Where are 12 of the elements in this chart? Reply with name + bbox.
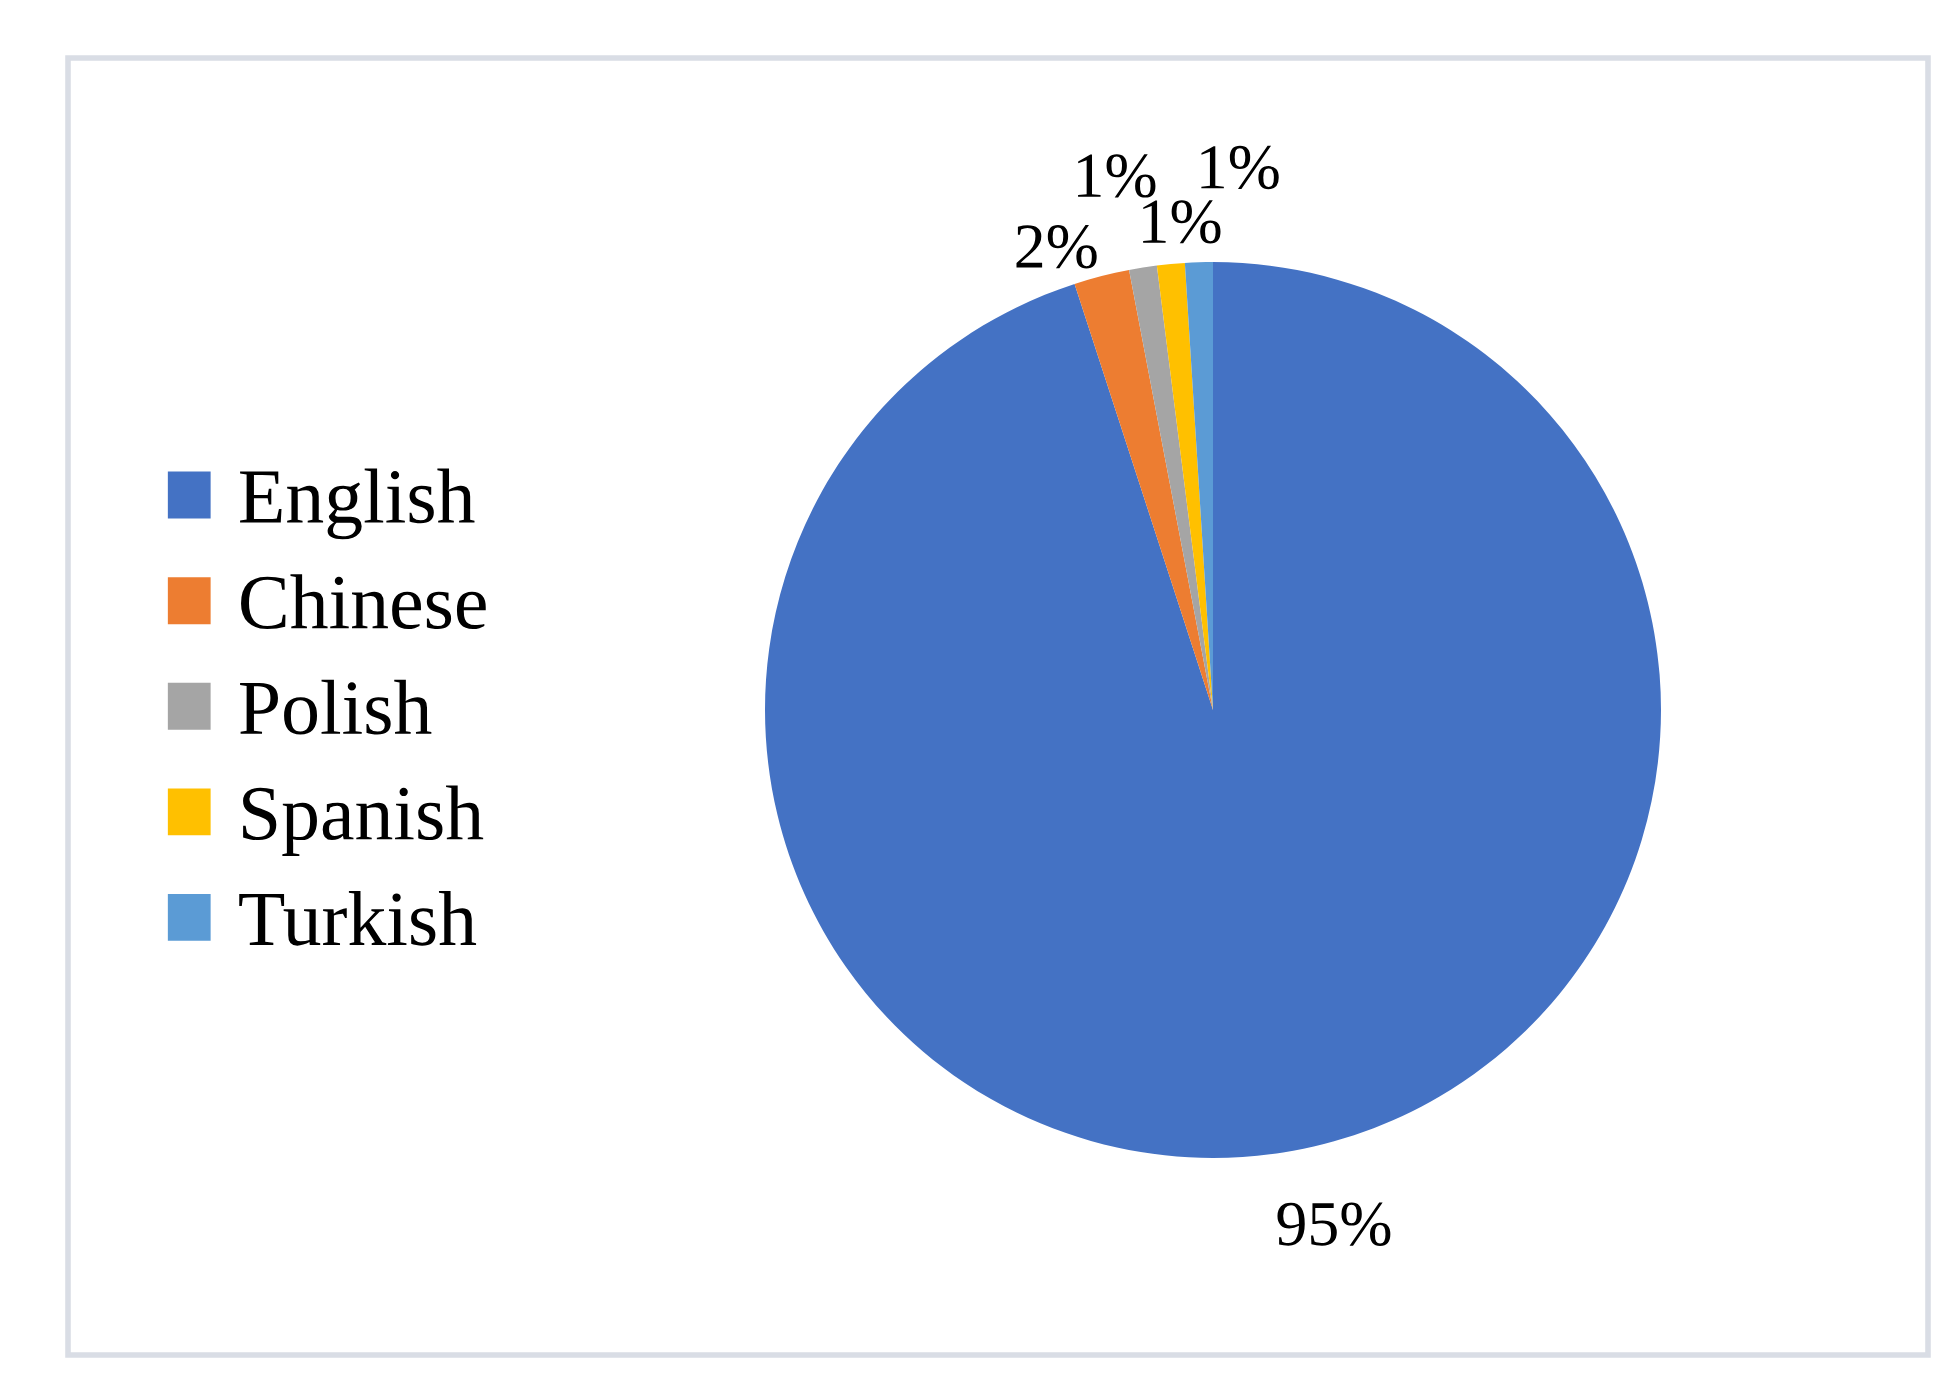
legend-label: Chinese [241, 574, 486, 630]
legend-label: Turkish [239, 890, 477, 946]
data-label: 2% [1016, 225, 1097, 269]
legend-label: Polish [240, 679, 432, 735]
data-label: 1% [1143, 200, 1221, 244]
pie-slice [1074, 269, 1213, 710]
legend-label: English [240, 468, 475, 540]
legend-label: Spanish [243, 785, 484, 856]
data-label: 1% [1201, 145, 1279, 190]
pie-slice [1129, 265, 1213, 710]
data-label: 1% [1078, 154, 1156, 198]
data-label: 95% [1277, 1202, 1391, 1246]
